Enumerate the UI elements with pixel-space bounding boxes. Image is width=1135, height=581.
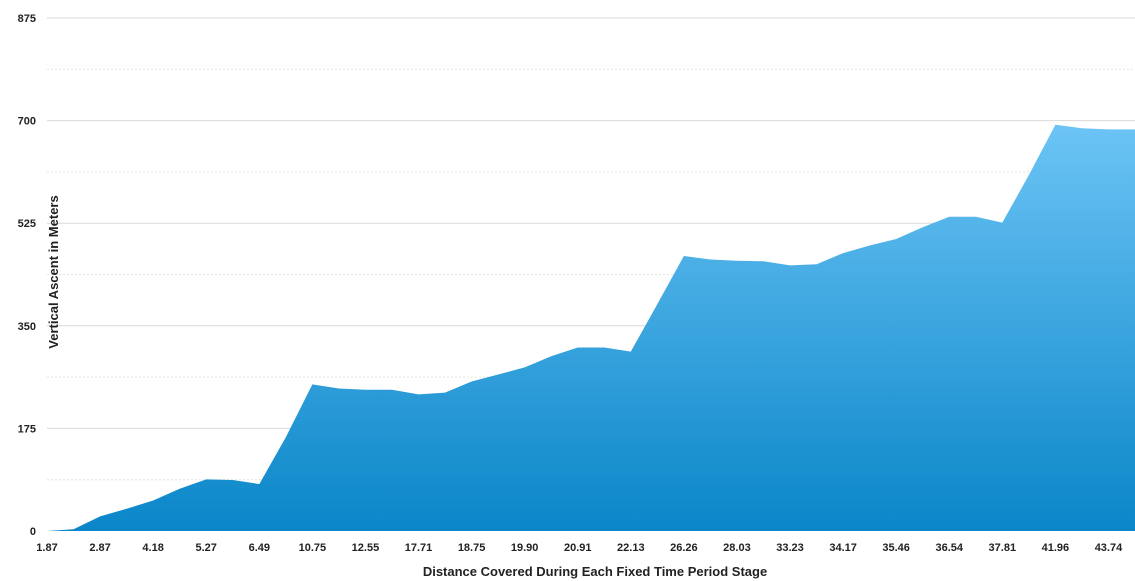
x-tick-label: 1.87 (36, 542, 57, 554)
x-tick-label: 34.17 (829, 542, 857, 554)
y-tick-label: 175 (18, 423, 36, 435)
x-axis-label: Distance Covered During Each Fixed Time … (423, 564, 767, 579)
area-series (47, 124, 1135, 531)
x-tick-label: 17.71 (405, 542, 433, 554)
x-tick-label: 33.23 (776, 542, 804, 554)
x-tick-label: 10.75 (299, 542, 327, 554)
x-tick-label: 41.96 (1042, 542, 1070, 554)
y-tick-label: 350 (18, 321, 36, 333)
x-axis-ticks: 1.87 2.87 4.18 5.27 6.49 10.75 12.55 17.71 18.75… (36, 542, 1123, 554)
x-tick-label: 2.87 (89, 542, 110, 554)
x-tick-label: 4.18 (142, 542, 163, 554)
x-tick-label: 43.74 (1095, 542, 1123, 554)
x-tick-label: 37.81 (989, 542, 1017, 554)
x-tick-label: 20.91 (564, 542, 592, 554)
y-tick-label: 0 (30, 526, 36, 538)
y-tick-label: 875 (18, 13, 36, 25)
y-axis-label: Vertical Ascent in Meters (46, 195, 61, 348)
x-tick-label: 26.26 (670, 542, 698, 554)
x-tick-label: 12.55 (352, 542, 380, 554)
x-tick-label: 18.75 (458, 542, 486, 554)
x-tick-label: 5.27 (196, 542, 217, 554)
x-tick-label: 36.54 (935, 542, 963, 554)
x-tick-label: 19.90 (511, 542, 539, 554)
x-tick-label: 35.46 (882, 542, 910, 554)
x-tick-label: 6.49 (249, 542, 270, 554)
x-tick-label: 28.03 (723, 542, 751, 554)
y-axis-ticks: 0 175 350 525 700 875 (18, 13, 36, 538)
x-tick-label: 22.13 (617, 542, 645, 554)
y-tick-label: 525 (18, 218, 36, 230)
y-tick-label: 700 (18, 116, 36, 128)
